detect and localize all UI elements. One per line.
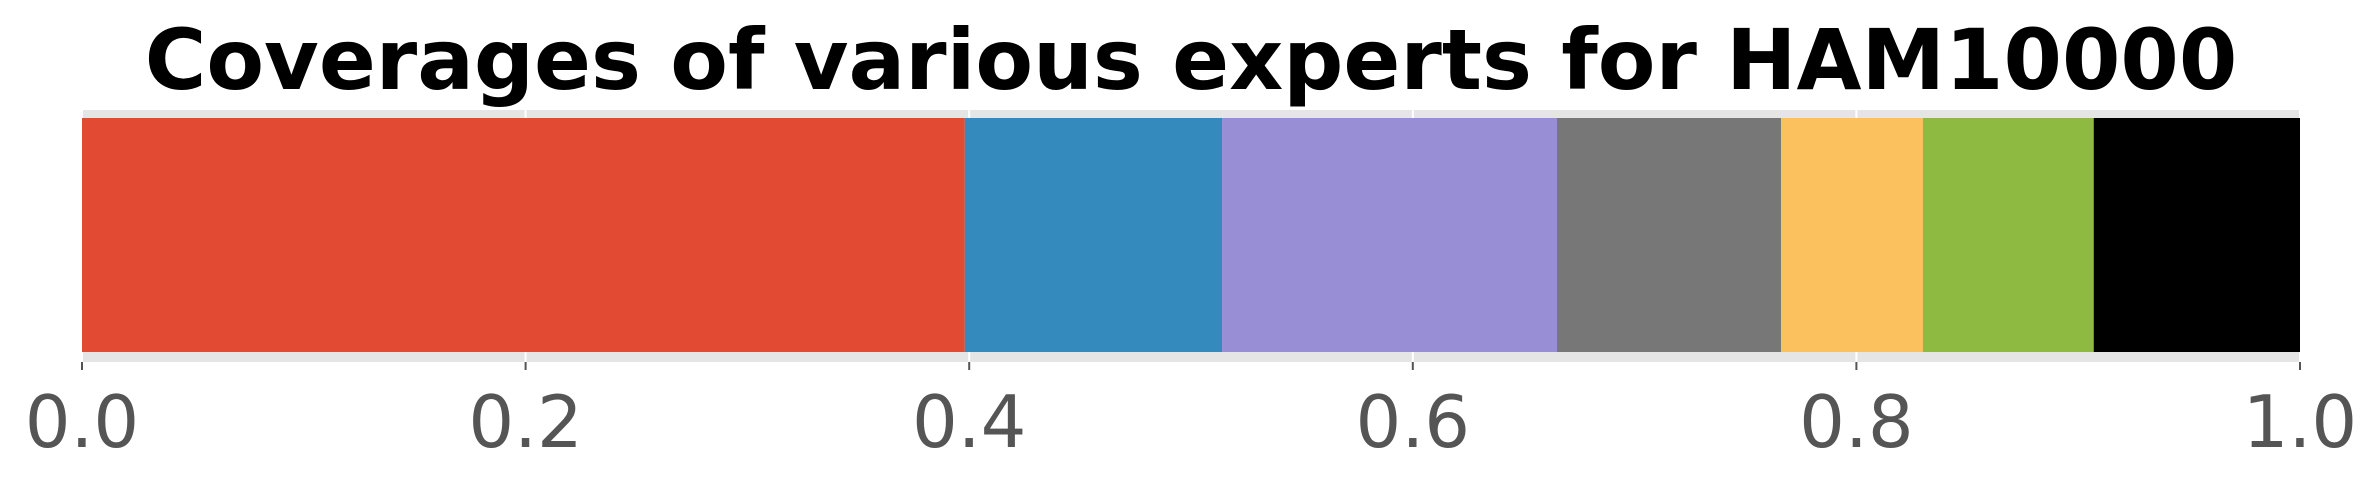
x-tick-label: 0.6	[1356, 380, 1471, 464]
x-tick-label: 0.8	[1799, 380, 1914, 464]
bar-segment-3	[1222, 118, 1557, 352]
x-tick-label: 1.0	[2243, 380, 2358, 464]
bar-segment-2	[964, 118, 1223, 352]
bar-segment-5	[1780, 118, 1923, 352]
x-tick-label: 0.4	[912, 380, 1027, 464]
x-tick-label: 0.2	[468, 380, 583, 464]
bar-segment-1	[82, 118, 965, 352]
bar-segment-6	[1922, 118, 2094, 352]
stacked-bar	[82, 118, 2300, 352]
x-tick-label: 0.0	[25, 380, 140, 464]
bar-segment-4	[1556, 118, 1781, 352]
chart-title: Coverages of various experts for HAM1000…	[145, 11, 2238, 109]
x-axis: 0.0 0.2 0.4 0.6 0.8 1.0	[25, 362, 2358, 464]
bar-segment-7	[2093, 118, 2300, 352]
